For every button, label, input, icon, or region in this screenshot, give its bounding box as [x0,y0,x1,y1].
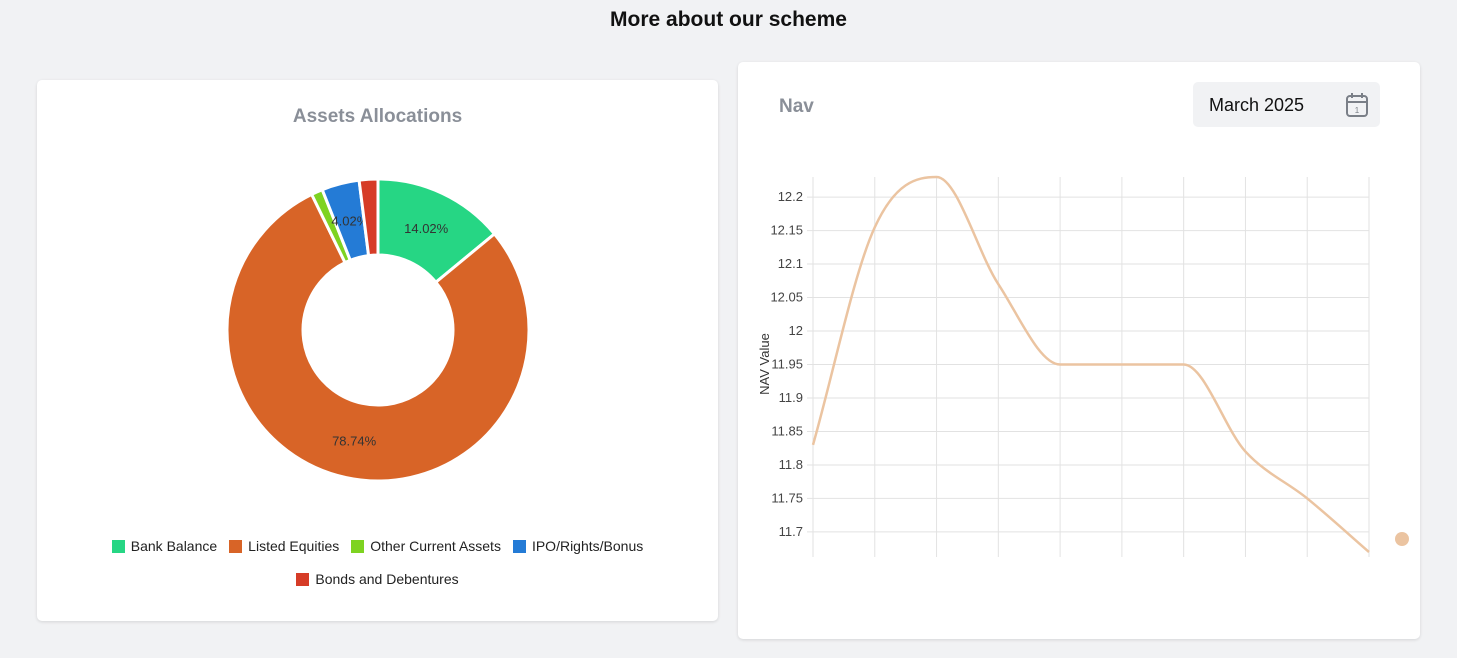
x-tick-label: 05/03/2025 [991,558,1006,623]
x-tick-label: 10/03/2025 [1238,558,1253,623]
y-tick-label: 12.1 [778,256,803,271]
slice-label: 14.02% [404,221,449,236]
x-tick-label: 12/03/2025 [1362,558,1377,623]
series-marker [1395,532,1409,546]
y-tick-label: 11.9 [779,390,803,405]
legend-label: Listed Equities [248,538,340,554]
chart-legend: Bank Balance Listed Equities Other Current… [37,530,718,596]
legend-swatch [229,540,243,553]
slice-label: 78.74% [332,433,377,448]
legend-item[interactable]: Bank Balance [111,530,218,563]
y-tick-label: 12.05 [770,290,803,305]
y-tick-label: 11.95 [771,357,803,372]
legend-item[interactable]: IPO/Rights/Bonus [512,530,644,563]
svg-text:1: 1 [1355,106,1360,115]
legend-item[interactable]: Other Current Assets [351,530,501,563]
nav-title: Nav [779,96,814,117]
legend-swatch [351,540,365,553]
legend-item[interactable]: Listed Equities [229,530,339,563]
legend-swatch [512,540,526,553]
month-value: March 2025 [1209,95,1305,115]
nav-line [811,175,1370,553]
month-picker[interactable]: March 2025 1 [1193,82,1380,127]
y-tick-label: 11.8 [779,457,803,472]
x-tick-label: 03/03/2025 [868,558,883,623]
x-tick-label: 07/03/2025 [1115,558,1130,623]
y-tick-label: 12.2 [778,189,803,204]
y-tick-label: 11.7 [779,524,803,539]
nav-card: Nav March 2025 1 11.7 11.75 11.8 11.85 11.9 1… [738,62,1420,639]
legend-item[interactable]: Bonds and Debentures [296,563,459,596]
calendar-icon[interactable]: 1 [1345,92,1369,118]
x-tick-label: 06/03/2025 [1053,558,1068,623]
y-tick-label: 12.15 [770,223,803,238]
donut-chart: 14.02% 78.74% 4.02% [225,177,531,483]
nav-line-chart: 11.7 11.75 11.8 11.85 11.9 11.95 12 12.05 12.1 12… [757,175,1409,623]
legend-label: Bonds and Debentures [315,571,459,587]
y-tick-label: 12 [789,323,803,338]
legend-label: Other Current Assets [370,538,501,554]
legend-label: IPO/Rights/Bonus [531,538,644,554]
x-tick-label: 11/03/2025 [1300,558,1315,622]
x-tick-label: 02/03/2025 [806,558,821,623]
y-axis-label: NAV Value [757,333,772,395]
x-tick-label: 04/03/2025 [930,558,945,623]
allocation-title: Assets Allocations [292,106,463,127]
asset-allocation-card: Assets Allocations 14.02% 78.74% 4.02% Ban… [37,80,718,621]
y-tick-label: 11.75 [771,490,803,505]
page-title: More about our scheme [610,8,847,31]
slice-label: 4.02% [331,214,368,229]
donut-slice [225,192,531,483]
donut-slice [357,177,380,258]
y-tick-label: 11.85 [771,423,803,438]
legend-swatch [296,573,310,586]
x-tick-label: 09/03/2025 [1177,558,1192,623]
legend-swatch [111,540,125,553]
legend-label: Bank Balance [130,538,218,554]
